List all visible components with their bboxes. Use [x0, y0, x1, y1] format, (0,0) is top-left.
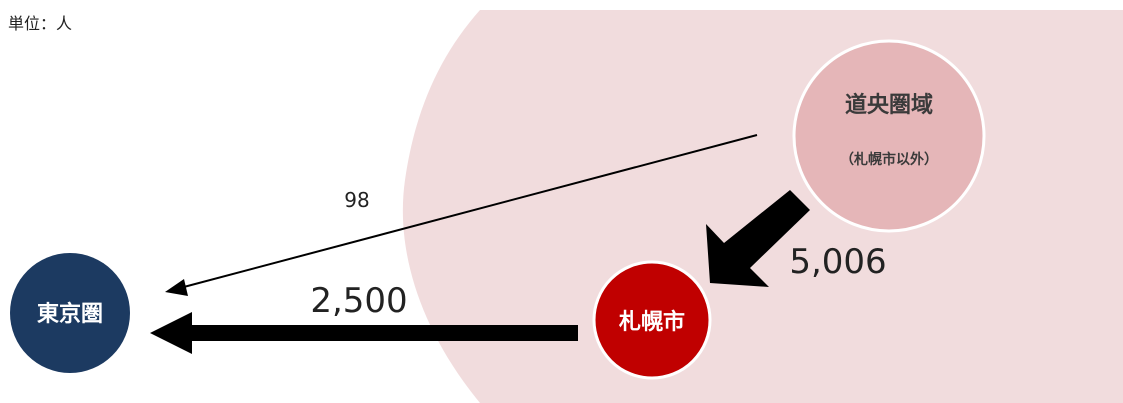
node-doo-circle	[792, 39, 986, 233]
node-tokyo-label: 東京圏	[37, 301, 103, 327]
flow-arrow-doo-to-tokyo	[179, 134, 758, 289]
node-doo-sublabel: （札幌市以外）	[840, 151, 938, 168]
flow-arrow-sapporo-to-tokyo	[150, 312, 578, 354]
flow-label-doo-to-tokyo: 98	[344, 188, 369, 212]
flow-arrowhead-doo-to-tokyo	[165, 279, 188, 296]
flow-label-sapporo-to-tokyo: 2,500	[310, 281, 407, 321]
unit-label: 単位：人	[8, 14, 73, 33]
node-sapporo-label: 札幌市	[618, 309, 685, 335]
flow-arrow-doo-to-sapporo	[706, 190, 810, 287]
node-doo-label: 道央圏域	[845, 92, 933, 118]
node-tokyo-circle	[10, 253, 130, 373]
node-sapporo-circle	[592, 260, 712, 380]
flow-label-doo-to-sapporo: 5,006	[789, 242, 886, 282]
doo-region-background	[402, 10, 1123, 403]
